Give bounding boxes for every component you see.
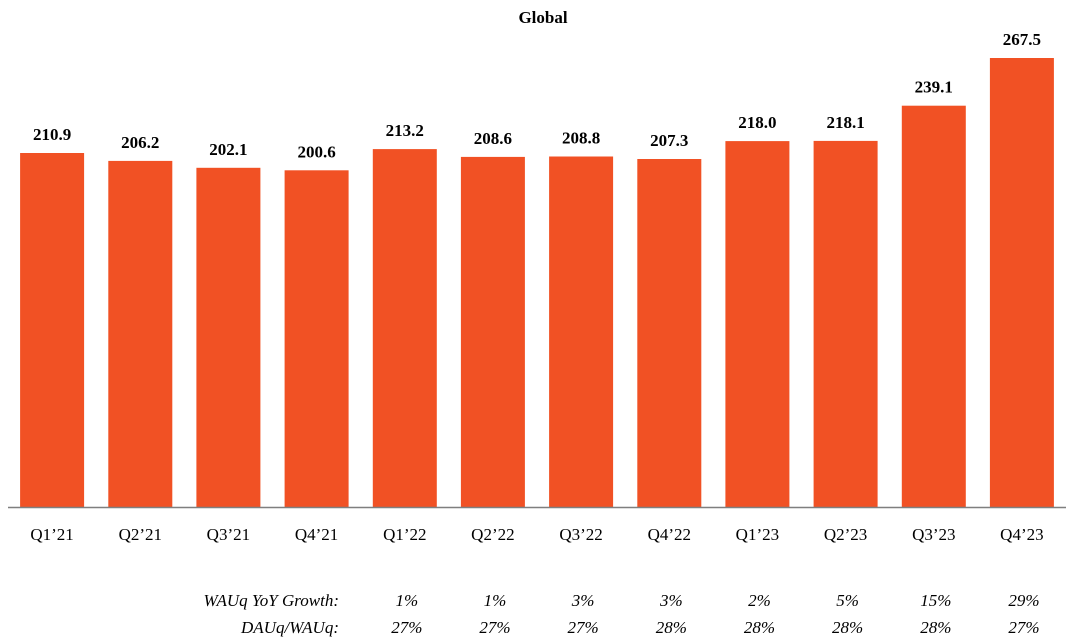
value-label-8: 207.3 bbox=[650, 131, 688, 150]
value-label-11: 239.1 bbox=[915, 78, 953, 97]
category-label-4: Q4’21 bbox=[295, 525, 338, 544]
bar-5 bbox=[372, 149, 437, 507]
value-label-7: 208.8 bbox=[562, 129, 600, 148]
bar-2 bbox=[108, 160, 173, 507]
bar-8 bbox=[637, 159, 702, 507]
bar-11 bbox=[901, 105, 966, 507]
category-label-8: Q4’22 bbox=[648, 525, 691, 544]
metric-value: 28% bbox=[656, 618, 687, 637]
metric-value: 5% bbox=[836, 591, 859, 610]
chart-title: Global bbox=[518, 8, 567, 27]
category-label-6: Q2’22 bbox=[471, 525, 514, 544]
category-labels-group: Q1’21 Q2’21 Q3’21 Q4’21 Q1’22 Q2’22 Q3’22 Q4’22… bbox=[30, 525, 1043, 544]
metric-value: 27% bbox=[1008, 618, 1039, 637]
bar-1 bbox=[20, 153, 85, 507]
bar-7 bbox=[549, 156, 614, 507]
bar-9 bbox=[725, 141, 790, 507]
metric-value: 27% bbox=[391, 618, 422, 637]
metric-value: 3% bbox=[571, 591, 595, 610]
bar-10 bbox=[813, 140, 878, 507]
category-label-2: Q2’21 bbox=[119, 525, 162, 544]
value-label-1: 210.9 bbox=[33, 125, 71, 144]
value-labels-group: 210.9 206.2 202.1 200.6 213.2 208.6 208.8 207.3… bbox=[33, 30, 1041, 161]
metric-value: 29% bbox=[1008, 591, 1039, 610]
metric-value: 2% bbox=[748, 591, 771, 610]
value-label-10: 218.1 bbox=[826, 113, 864, 132]
category-label-3: Q3’21 bbox=[207, 525, 250, 544]
value-label-5: 213.2 bbox=[386, 121, 424, 140]
bar-4 bbox=[284, 170, 349, 508]
value-label-4: 200.6 bbox=[297, 142, 335, 161]
category-label-7: Q3’22 bbox=[559, 525, 602, 544]
bar-6 bbox=[460, 156, 525, 507]
category-label-5: Q1’22 bbox=[383, 525, 426, 544]
bar-12 bbox=[989, 58, 1054, 507]
metric-label-1: WAUq YoY Growth: bbox=[204, 591, 339, 610]
value-label-3: 202.1 bbox=[209, 140, 247, 159]
metric-value: 27% bbox=[568, 618, 599, 637]
category-label-12: Q4’23 bbox=[1000, 525, 1043, 544]
bar-3 bbox=[196, 167, 261, 508]
category-label-11: Q3’23 bbox=[912, 525, 955, 544]
category-label-9: Q1’23 bbox=[736, 525, 779, 544]
metric-value: 28% bbox=[920, 618, 951, 637]
category-label-1: Q1’21 bbox=[30, 525, 73, 544]
metric-label-2: DAUq/WAUq: bbox=[240, 618, 339, 637]
metric-value: 15% bbox=[920, 591, 951, 610]
metric-value: 1% bbox=[484, 591, 507, 610]
metric-value: 28% bbox=[832, 618, 863, 637]
value-label-9: 218.0 bbox=[738, 113, 776, 132]
bars-group bbox=[20, 58, 1054, 508]
value-label-6: 208.6 bbox=[474, 129, 512, 148]
metric-value: 1% bbox=[395, 591, 418, 610]
metrics-table: WAUq YoY Growth: 1% 1% 3% 3% 2% 5% 15% 29% DAUq/W… bbox=[204, 591, 1040, 637]
value-label-2: 206.2 bbox=[121, 133, 159, 152]
metric-value: 3% bbox=[659, 591, 683, 610]
metric-value: 27% bbox=[479, 618, 510, 637]
category-label-10: Q2’23 bbox=[824, 525, 867, 544]
metric-value: 28% bbox=[744, 618, 775, 637]
value-label-12: 267.5 bbox=[1003, 30, 1041, 49]
